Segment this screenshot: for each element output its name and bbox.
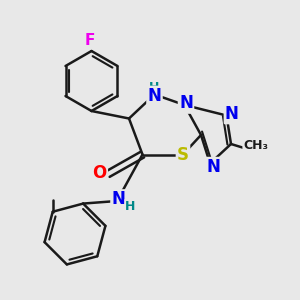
Text: H: H [125, 200, 136, 213]
Text: N: N [112, 190, 125, 208]
Text: N: N [225, 105, 239, 123]
Text: N: N [179, 94, 193, 112]
Text: F: F [85, 33, 95, 48]
Text: N: N [148, 87, 161, 105]
Text: N: N [206, 158, 220, 176]
Text: CH₃: CH₃ [243, 139, 268, 152]
Text: O: O [92, 164, 107, 181]
Text: H: H [149, 81, 160, 94]
Text: S: S [177, 146, 189, 164]
